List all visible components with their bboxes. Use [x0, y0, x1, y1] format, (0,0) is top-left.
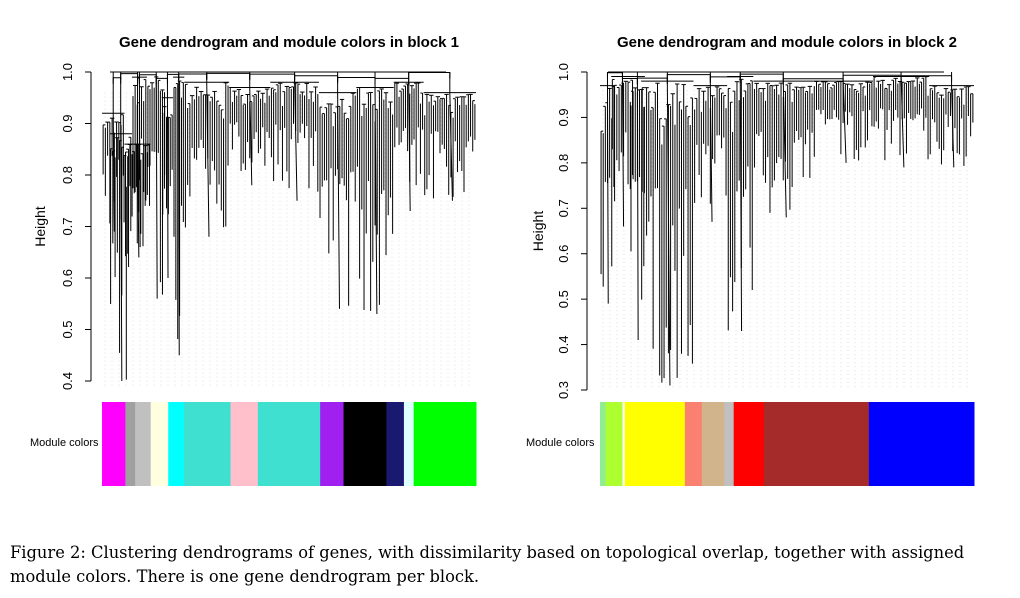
panel-title: Gene dendrogram and module colors in blo… [617, 34, 957, 51]
module-segment [135, 402, 152, 486]
y-tick-label: 0.9 [556, 108, 571, 126]
deep-leaf [739, 76, 743, 331]
deep-leaf [249, 87, 253, 186]
root-merge [666, 74, 711, 81]
module-segment [605, 402, 624, 486]
module-segment [701, 402, 725, 486]
module-segment [150, 402, 169, 486]
module-segment [624, 402, 686, 486]
y-tick-label: 0.4 [60, 372, 75, 390]
deep-leaf [900, 76, 905, 168]
panel-title: Gene dendrogram and module colors in blo… [119, 34, 459, 51]
module-segment [684, 402, 703, 486]
root-merge [606, 72, 623, 79]
deep-leaf [374, 87, 378, 315]
root-merge [337, 77, 376, 84]
module-segment [763, 402, 870, 486]
y-tick-label: 0.3 [556, 381, 571, 399]
deep-leaf [449, 92, 453, 201]
y-tick-label: 0.7 [60, 217, 75, 235]
deep-leaf [408, 82, 411, 212]
module-segment [125, 402, 136, 486]
deep-leaf [621, 76, 625, 227]
figure: Gene dendrogram and module colors in blo… [30, 34, 975, 486]
module-colors-label: Module colors [526, 437, 595, 449]
dendrogram [102, 71, 476, 382]
root-merge [138, 74, 157, 81]
y-tick-label: 0.7 [556, 199, 571, 217]
module-segment [403, 402, 415, 486]
deep-leaf [166, 97, 169, 279]
module-segment [183, 402, 232, 486]
deep-leaf [666, 81, 671, 386]
deep-leaf [842, 81, 847, 163]
module-segment [343, 402, 387, 486]
module-segment [320, 402, 345, 486]
deep-leaf [606, 85, 609, 304]
deep-leaf [294, 82, 298, 201]
deep-leaf [155, 71, 158, 299]
deep-leaf [782, 81, 787, 218]
y-tick-label: 0.9 [60, 114, 75, 132]
y-axis-label: Height [530, 211, 546, 252]
module-segment [413, 402, 477, 486]
y-tick-label: 0.5 [556, 290, 571, 308]
module-segment [386, 402, 405, 486]
module-segment [724, 402, 735, 486]
y-tick-label: 0.8 [60, 166, 75, 184]
root-merge [112, 77, 122, 84]
module-colors-label: Module colors [30, 437, 99, 449]
figure-caption: Figure 2: Clustering dendrograms of gene… [10, 543, 965, 586]
module-segment [622, 402, 626, 486]
deep-leaf [951, 85, 955, 168]
root-merge [206, 72, 251, 80]
root-merge [374, 77, 410, 85]
root-merge [249, 73, 296, 81]
deep-leaf [206, 82, 210, 237]
deep-leaf [138, 77, 141, 248]
deep-leaf [178, 77, 180, 356]
root-merge [294, 75, 339, 82]
root-merge [408, 71, 451, 79]
deep-leaf [120, 133, 123, 382]
module-color-bar [102, 402, 477, 486]
y-tick-label: 0.8 [556, 154, 571, 172]
module-color-bar [600, 402, 975, 486]
module-segment [230, 402, 259, 486]
module-segment [600, 402, 607, 486]
deep-leaf [636, 76, 639, 341]
y-tick-label: 1.0 [556, 63, 571, 81]
y-tick-label: 0.5 [60, 320, 75, 338]
root-merge [782, 78, 844, 85]
y-tick-label: 0.6 [556, 245, 571, 263]
y-tick-label: 0.6 [60, 269, 75, 287]
y-tick-label: 0.4 [556, 336, 571, 354]
dendrogram-panel-1: Gene dendrogram and module colors in blo… [30, 34, 477, 486]
y-tick-label: 1.0 [60, 63, 75, 81]
deep-leaf [337, 92, 340, 309]
y-axis-label: Height [32, 206, 48, 247]
root-merge [739, 73, 784, 81]
module-segment [168, 402, 185, 486]
deep-leaf [709, 85, 713, 222]
module-segment [102, 402, 126, 486]
deep-leaf [112, 113, 115, 232]
module-segment [257, 402, 321, 486]
dendrogram-panel-2: Gene dendrogram and module colors in blo… [526, 34, 975, 486]
module-segment [733, 402, 765, 486]
dendrogram [600, 71, 974, 386]
module-segment [868, 402, 975, 486]
